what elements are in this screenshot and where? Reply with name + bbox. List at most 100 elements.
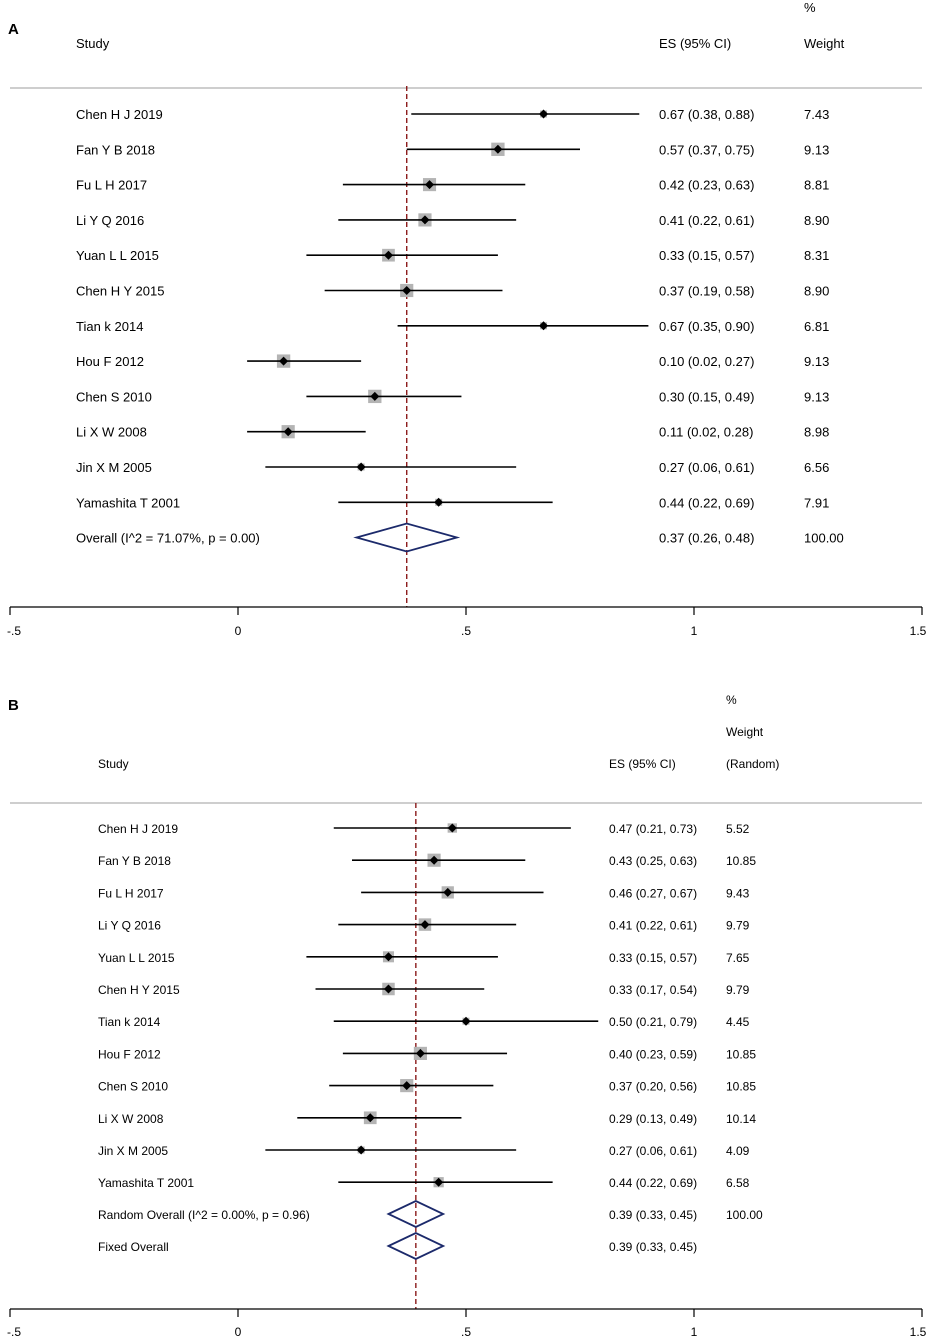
effect-size-text: 0.41 (0.22, 0.61) <box>659 213 754 228</box>
study-label: Tian k 2014 <box>98 1015 161 1029</box>
study-header: Study <box>98 757 129 771</box>
weight-text: 5.52 <box>726 822 750 836</box>
effect-size-text: 0.11 (0.02, 0.28) <box>659 425 753 440</box>
weight-text: 4.45 <box>726 1015 750 1029</box>
study-label: Hou F 2012 <box>76 354 144 369</box>
weight-header-line: (Random) <box>726 757 779 771</box>
weight-text: 7.65 <box>726 951 750 965</box>
pooled-diamond <box>386 1232 446 1260</box>
weight-text: 6.81 <box>804 319 829 334</box>
overall-label: Fixed Overall <box>98 1240 169 1254</box>
study-label: Fu L H 2017 <box>98 886 164 900</box>
pooled-diamond <box>353 522 461 553</box>
x-axis-tick-label: 1 <box>691 1325 698 1339</box>
effect-size-text: 0.27 (0.06, 0.61) <box>609 1144 697 1158</box>
study-label: Fan Y B 2018 <box>76 142 155 157</box>
forest-panel-a: A Study ES (95% CI)% Weight Chen H J 2019 0.6… <box>7 0 927 638</box>
point-estimate-marker <box>425 180 435 190</box>
weight-text: 8.98 <box>804 425 829 440</box>
effect-size-text: 0.37 (0.19, 0.58) <box>659 284 754 299</box>
study-label: Fan Y B 2018 <box>98 854 171 868</box>
point-estimate-marker <box>356 1145 366 1155</box>
point-estimate-marker <box>415 1048 425 1058</box>
effect-size-text: 0.57 (0.37, 0.75) <box>659 142 754 157</box>
overall-effect-size-text: 0.39 (0.33, 0.45) <box>609 1208 697 1222</box>
point-estimate-marker <box>383 984 393 994</box>
forest-panel-b: B Study ES (95% CI)% Weight (Random) Chen H J… <box>7 693 927 1339</box>
weight-text: 7.91 <box>804 495 829 510</box>
study-label: Fu L H 2017 <box>76 178 147 193</box>
effect-size-text: 0.44 (0.22, 0.69) <box>659 495 754 510</box>
point-estimate-marker <box>402 1081 412 1091</box>
weight-text: 9.43 <box>726 886 750 900</box>
overall-label: Overall (I^2 = 71.07%, p = 0.00) <box>76 531 260 546</box>
study-label: Yamashita T 2001 <box>76 495 180 510</box>
effect-size-text: 0.43 (0.25, 0.63) <box>609 854 697 868</box>
point-estimate-marker <box>279 356 289 366</box>
weight-text: 10.85 <box>726 1047 756 1061</box>
study-label: Jin X M 2005 <box>98 1144 168 1158</box>
effect-size-text: 0.33 (0.17, 0.54) <box>609 983 697 997</box>
study-label: Li X W 2008 <box>76 425 147 440</box>
effect-size-text: 0.33 (0.15, 0.57) <box>659 248 754 263</box>
weight-text: 6.58 <box>726 1176 750 1190</box>
point-estimate-marker <box>447 823 457 833</box>
study-label: Li Y Q 2016 <box>76 213 144 228</box>
overall-effect-size-text: 0.39 (0.33, 0.45) <box>609 1240 697 1254</box>
weight-text: 10.85 <box>726 1080 756 1094</box>
weight-text: 10.14 <box>726 1112 756 1126</box>
x-axis-tick-label: 1.5 <box>910 1325 927 1339</box>
point-estimate-marker <box>443 887 453 897</box>
weight-header-line: % <box>804 0 816 15</box>
point-estimate-marker <box>539 109 549 119</box>
x-axis-tick-label: .5 <box>461 624 471 638</box>
x-axis-tick-label: -.5 <box>7 1325 21 1339</box>
study-label: Hou F 2012 <box>98 1047 161 1061</box>
point-estimate-marker <box>420 215 430 225</box>
study-label: Yuan L L 2015 <box>98 951 175 965</box>
study-label: Jin X M 2005 <box>76 460 152 475</box>
weight-text: 10.85 <box>726 854 756 868</box>
es-header: ES (95% CI) <box>609 757 676 771</box>
study-label: Yamashita T 2001 <box>98 1176 194 1190</box>
point-estimate-marker <box>420 920 430 930</box>
point-estimate-marker <box>493 144 503 154</box>
effect-size-text: 0.29 (0.13, 0.49) <box>609 1112 697 1126</box>
weight-text: 8.90 <box>804 213 829 228</box>
effect-size-text: 0.30 (0.15, 0.49) <box>659 389 754 404</box>
panel-label: A <box>8 21 19 38</box>
study-label: Li X W 2008 <box>98 1112 164 1126</box>
study-label: Chen H J 2019 <box>76 107 163 122</box>
x-axis-tick-label: 0 <box>235 624 242 638</box>
effect-size-text: 0.33 (0.15, 0.57) <box>609 951 697 965</box>
effect-size-text: 0.41 (0.22, 0.61) <box>609 919 697 933</box>
effect-size-text: 0.50 (0.21, 0.79) <box>609 1015 697 1029</box>
study-header: Study <box>76 36 110 51</box>
weight-text: 8.90 <box>804 284 829 299</box>
effect-size-text: 0.67 (0.35, 0.90) <box>659 319 754 334</box>
pooled-diamond <box>386 1200 446 1228</box>
study-label: Chen H Y 2015 <box>76 284 164 299</box>
weight-text: 7.43 <box>804 107 829 122</box>
weight-text: 9.79 <box>726 983 750 997</box>
effect-size-text: 0.44 (0.22, 0.69) <box>609 1176 697 1190</box>
point-estimate-marker <box>461 1016 471 1026</box>
weight-text: 9.13 <box>804 354 829 369</box>
weight-header-line: Weight <box>726 725 764 739</box>
weight-text: 9.13 <box>804 142 829 157</box>
x-axis-tick-label: 1.5 <box>910 624 927 638</box>
point-estimate-marker <box>283 427 293 437</box>
study-label: Chen S 2010 <box>76 389 152 404</box>
overall-weight-text: 100.00 <box>726 1208 763 1222</box>
x-axis-tick-label: .5 <box>461 1325 471 1339</box>
point-estimate-marker <box>383 250 393 260</box>
es-header: ES (95% CI) <box>659 36 731 51</box>
x-axis-tick-label: -.5 <box>7 624 21 638</box>
weight-text: 9.13 <box>804 389 829 404</box>
study-label: Yuan L L 2015 <box>76 248 159 263</box>
point-estimate-marker <box>429 855 439 865</box>
point-estimate-marker <box>370 391 380 401</box>
study-label: Tian k 2014 <box>76 319 143 334</box>
study-label: Chen H J 2019 <box>98 822 178 836</box>
weight-text: 9.79 <box>726 919 750 933</box>
